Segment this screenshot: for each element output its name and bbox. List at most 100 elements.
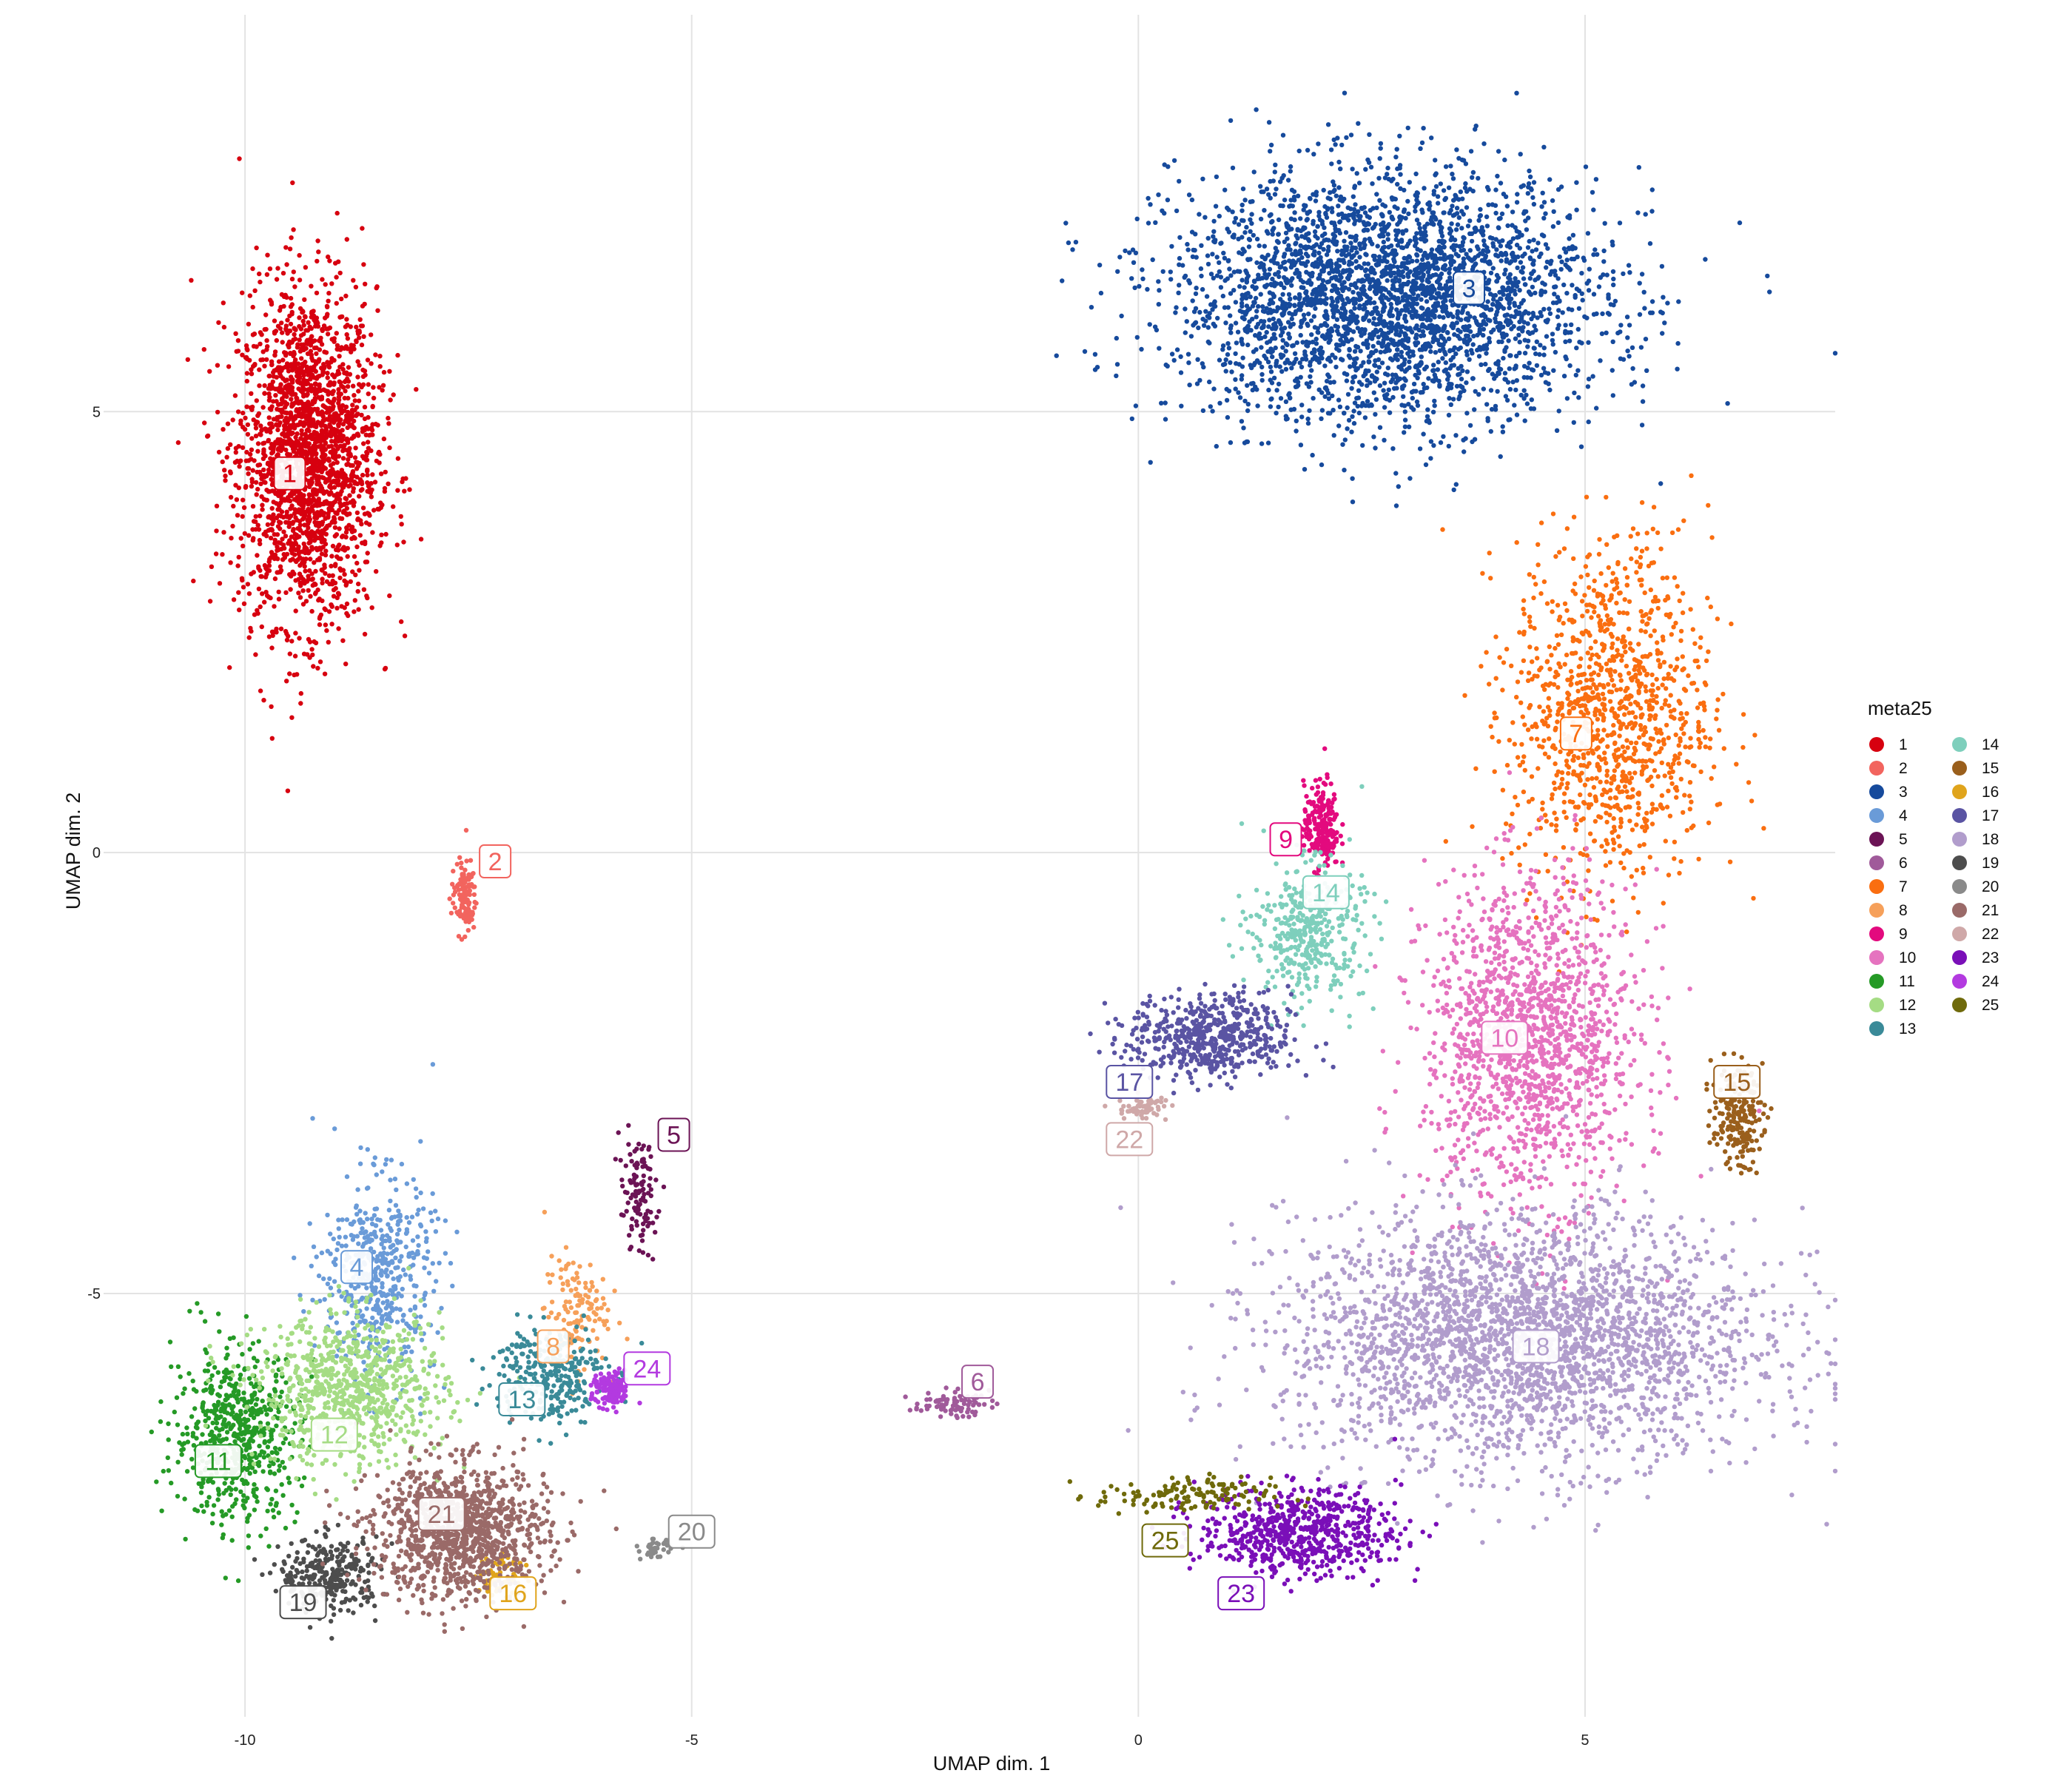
data-point (312, 560, 317, 565)
data-point (1513, 387, 1518, 393)
data-point (1267, 266, 1273, 272)
data-point (1502, 347, 1507, 353)
data-point (1594, 406, 1599, 411)
data-point (1351, 211, 1356, 216)
data-point (329, 563, 334, 569)
data-point (1524, 227, 1530, 232)
data-point (1278, 396, 1284, 401)
data-point (260, 405, 266, 410)
data-point (1501, 292, 1506, 297)
data-point (269, 477, 274, 482)
data-point (1225, 341, 1231, 346)
data-point (1258, 292, 1263, 297)
data-point (1214, 443, 1220, 449)
data-point (1495, 173, 1500, 179)
data-point (1524, 392, 1529, 397)
data-point (1594, 311, 1599, 317)
data-point (1451, 247, 1457, 252)
data-point (307, 414, 312, 420)
data-point (1377, 425, 1383, 430)
data-point (254, 245, 259, 251)
data-point (297, 413, 303, 418)
data-point (1470, 439, 1475, 445)
data-point (304, 364, 309, 369)
data-point (1360, 443, 1365, 448)
data-point (1242, 198, 1248, 203)
data-point (1383, 295, 1389, 300)
data-point (300, 502, 306, 508)
data-point (255, 469, 260, 475)
data-point (258, 279, 263, 285)
data-point (1146, 195, 1151, 201)
data-point (334, 300, 339, 306)
data-point (283, 245, 289, 250)
data-point (1157, 288, 1162, 293)
data-point (387, 369, 392, 374)
data-point (337, 354, 342, 359)
data-point (297, 525, 302, 531)
data-point (245, 465, 250, 471)
data-point (1318, 345, 1324, 351)
data-point (283, 590, 289, 595)
data-point (261, 480, 267, 485)
data-point (1430, 323, 1436, 329)
data-point (1458, 189, 1464, 195)
data-point (1315, 235, 1320, 241)
data-point (462, 912, 467, 918)
data-point (388, 397, 393, 403)
data-point (262, 599, 267, 605)
data-point (1361, 360, 1366, 365)
data-point (1523, 282, 1528, 287)
data-point (1406, 211, 1411, 217)
data-point (1325, 357, 1331, 362)
data-point (269, 704, 274, 710)
data-point (1575, 255, 1580, 260)
data-point (326, 609, 332, 614)
data-point (1296, 301, 1302, 306)
data-point (1530, 262, 1536, 267)
data-point (1423, 462, 1429, 468)
data-point (1289, 263, 1294, 269)
data-point (338, 556, 343, 562)
data-point (354, 413, 359, 418)
data-point (1496, 225, 1501, 231)
data-point (314, 476, 320, 481)
data-point (348, 451, 353, 457)
data-point (1467, 423, 1473, 428)
data-point (1342, 280, 1347, 285)
data-point (337, 575, 343, 581)
data-point (305, 652, 310, 657)
data-point (1336, 204, 1341, 209)
data-point (300, 451, 305, 456)
data-point (1503, 194, 1509, 199)
data-point (340, 546, 345, 552)
data-point (1414, 332, 1419, 337)
data-point (1570, 232, 1576, 238)
data-point (1356, 388, 1362, 393)
data-point (1265, 252, 1271, 258)
data-point (239, 576, 245, 581)
data-point (1259, 377, 1265, 383)
data-point (1421, 126, 1426, 131)
data-point (1402, 265, 1408, 270)
data-point (294, 451, 299, 456)
data-point (1339, 275, 1344, 280)
data-point (1337, 404, 1343, 409)
data-point (1133, 403, 1139, 408)
data-point (360, 426, 366, 431)
data-point (347, 371, 353, 377)
data-point (260, 502, 265, 508)
data-point (299, 428, 304, 434)
data-point (1451, 363, 1457, 368)
data-point (1148, 202, 1153, 207)
data-point (240, 543, 246, 548)
data-point (311, 664, 316, 669)
data-point (297, 380, 303, 385)
data-point (332, 417, 338, 423)
data-point (1248, 217, 1253, 222)
data-point (317, 481, 322, 486)
data-point (1335, 249, 1340, 254)
data-point (1382, 405, 1388, 410)
data-point (260, 507, 265, 512)
data-point (1550, 342, 1555, 347)
